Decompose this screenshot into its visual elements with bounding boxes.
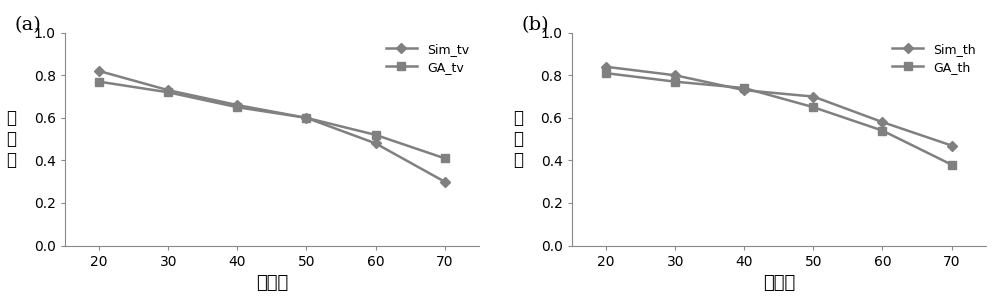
GA_tv [162, 91, 174, 94]
Text: (a): (a) [15, 16, 42, 34]
GA_th [807, 105, 819, 109]
Sim_th [946, 144, 958, 147]
GA_tv [439, 156, 451, 160]
Text: 透
过
率: 透 过 率 [6, 109, 16, 169]
X-axis label: 高度角: 高度角 [763, 274, 795, 292]
Sim_tv [370, 142, 382, 145]
Sim_tv [93, 69, 105, 73]
Sim_tv [231, 103, 243, 107]
Sim_th [600, 65, 612, 69]
Line: GA_th: GA_th [602, 69, 955, 169]
GA_th [738, 86, 750, 90]
Text: 透
过
率: 透 过 率 [513, 109, 523, 169]
Line: Sim_th: Sim_th [602, 63, 955, 149]
Legend: Sim_tv, GA_tv: Sim_tv, GA_tv [382, 39, 473, 77]
Sim_th [807, 95, 819, 99]
GA_tv [93, 80, 105, 84]
Sim_tv [162, 88, 174, 92]
Sim_th [876, 120, 888, 124]
GA_tv [231, 105, 243, 109]
Line: Sim_tv: Sim_tv [95, 67, 448, 185]
Sim_th [669, 73, 681, 77]
Text: (b): (b) [522, 16, 550, 34]
GA_tv [370, 133, 382, 137]
Line: GA_tv: GA_tv [95, 78, 448, 162]
Sim_tv [439, 180, 451, 184]
Legend: Sim_th, GA_th: Sim_th, GA_th [888, 39, 980, 77]
GA_th [669, 80, 681, 84]
Sim_th [738, 88, 750, 92]
GA_th [876, 129, 888, 132]
GA_th [600, 71, 612, 75]
GA_th [946, 163, 958, 166]
Sim_tv [300, 116, 312, 120]
GA_tv [300, 116, 312, 120]
X-axis label: 高度角: 高度角 [256, 274, 288, 292]
